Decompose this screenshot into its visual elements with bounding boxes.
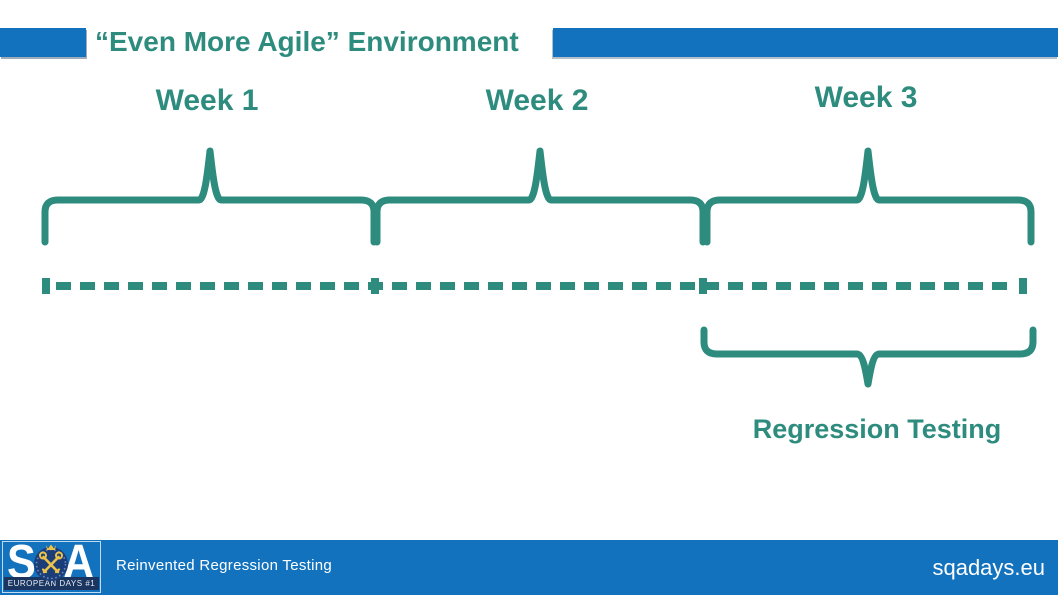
header-bar-left-accent bbox=[0, 28, 86, 57]
timeline-dashed-line bbox=[42, 278, 1027, 294]
timeline-diagram bbox=[41, 147, 1037, 388]
week-2-label: Week 2 bbox=[485, 84, 589, 117]
week-3-brace bbox=[703, 147, 1035, 246]
sqa-logo: S A EUROPEAN DAYS #1 bbox=[2, 537, 101, 593]
header-bar-right-accent bbox=[553, 28, 1058, 57]
logo-banner: EUROPEAN DAYS #1 bbox=[4, 577, 99, 590]
slide-title: “Even More Agile” Environment bbox=[95, 26, 519, 57]
week-2-brace bbox=[373, 147, 707, 246]
week-1-label: Week 1 bbox=[155, 84, 259, 117]
crossed-keys-icon bbox=[34, 544, 68, 581]
regression-brace bbox=[700, 326, 1037, 388]
week-3-label: Week 3 bbox=[814, 81, 918, 114]
footer-bar: S A EUROPEAN DAYS #1 Reinvented Regressi… bbox=[0, 537, 1058, 595]
website-url: sqadays.eu bbox=[932, 555, 1045, 580]
regression-testing-label: Regression Testing bbox=[752, 414, 1002, 444]
presentation-title: Reinvented Regression Testing bbox=[116, 557, 333, 574]
week-1-brace bbox=[41, 147, 378, 246]
